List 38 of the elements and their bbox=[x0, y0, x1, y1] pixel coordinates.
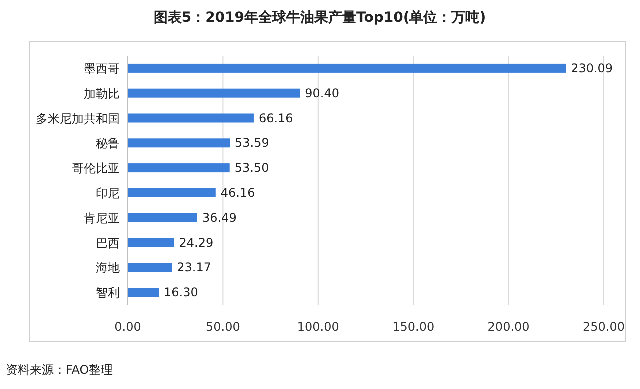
x-tick-label: 200.00 bbox=[488, 320, 530, 334]
x-tick-label: 0.00 bbox=[114, 320, 142, 334]
y-tick-label: 哥伦比亚 bbox=[72, 162, 120, 176]
y-tick-label: 秘鲁 bbox=[96, 136, 120, 151]
y-tick-label: 智利 bbox=[96, 286, 120, 300]
bar bbox=[128, 138, 230, 148]
text: 资料来源：FAO整理 bbox=[6, 363, 114, 377]
y-tick-label: 海地 bbox=[96, 261, 120, 276]
bar bbox=[128, 238, 174, 248]
bar bbox=[128, 263, 172, 272]
y-tick-label: 巴西 bbox=[96, 236, 120, 250]
x-tick-label: 250.00 bbox=[583, 320, 625, 334]
bar bbox=[128, 213, 198, 222]
bar bbox=[128, 64, 566, 73]
x-tick-label: 150.00 bbox=[392, 320, 435, 334]
chart-title: 图表5：2019年全球牛油果产量Top10(单位：万吨) bbox=[154, 9, 486, 26]
y-tick-label: 肯尼亚 bbox=[84, 211, 120, 226]
x-tick-label: 50.00 bbox=[206, 320, 240, 334]
bar bbox=[128, 88, 300, 98]
y-tick-label: 印尼 bbox=[96, 186, 120, 200]
bar bbox=[128, 188, 216, 198]
bar bbox=[128, 114, 254, 123]
data-label: 23.17 bbox=[177, 260, 212, 275]
y-tick-label: 加勒比 bbox=[84, 86, 120, 101]
x-tick-label: 100.00 bbox=[297, 320, 340, 334]
y-tick-label: 墨西哥 bbox=[84, 62, 120, 76]
data-label: 24.29 bbox=[179, 236, 214, 250]
data-label: 53.59 bbox=[235, 136, 270, 150]
data-label: 16.30 bbox=[164, 286, 198, 300]
data-label: 230.09 bbox=[571, 61, 614, 76]
bar bbox=[128, 288, 160, 298]
bar bbox=[128, 164, 230, 173]
data-label: 66.16 bbox=[258, 111, 294, 126]
y-tick-label: 多米尼加共和国 bbox=[36, 112, 120, 126]
data-label: 46.16 bbox=[220, 186, 256, 200]
data-label: 53.50 bbox=[234, 161, 270, 176]
data-label: 36.49 bbox=[202, 210, 237, 225]
data-label: 90.40 bbox=[305, 86, 340, 100]
